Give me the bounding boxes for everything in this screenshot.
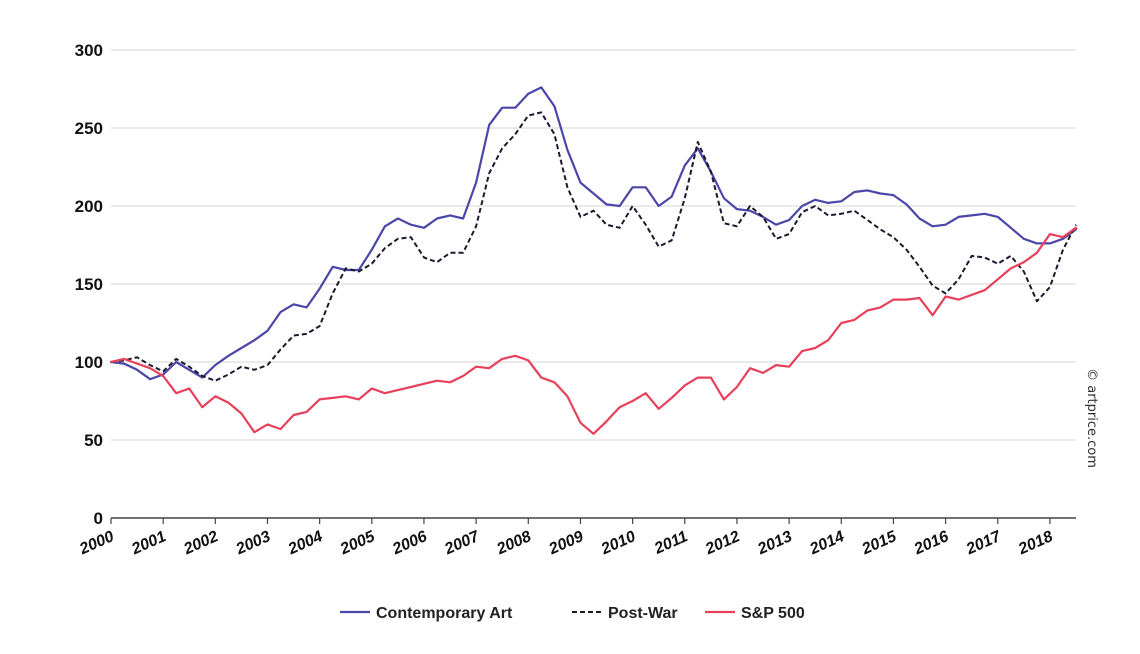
series-line-s-p-500 [109,226,1078,435]
x-tick-label: 2016 [911,528,951,558]
x-tick-label: 2007 [441,528,482,559]
x-tick-label: 2002 [181,528,221,558]
y-tick-label: 150 [75,275,103,294]
x-tick-label: 2013 [754,528,794,558]
series-line-contemporary-art [109,86,1078,381]
legend: Contemporary Art Post-War S&P 500 [340,605,805,622]
x-tick-label: 2015 [859,528,900,559]
series-line-post-war [110,111,1077,382]
x-tick-label: 2001 [128,528,168,558]
legend-label: S&P 500 [741,605,805,622]
x-tick-label: 2008 [494,528,534,558]
credit-label: © artprice.com [1084,368,1099,468]
x-tick-label: 2010 [598,528,638,558]
x-tick-label: 2004 [285,528,325,558]
y-tick-label: 100 [75,353,103,372]
x-tick-label: 2006 [389,528,429,558]
x-tick-label: 2005 [337,528,378,559]
x-tick-label: 2012 [702,528,742,558]
x-axis: 2000 2001 2002 2003 2004 2005 2006 2007 2008 2009… [76,518,1056,559]
x-tick-label: 2011 [651,528,690,558]
y-axis: 0 50 100 150 200 250 300 [75,41,103,528]
x-tick-label: 2003 [233,528,273,558]
y-tick-label: 300 [75,41,103,60]
y-tick-label: 50 [84,431,103,450]
legend-label: Contemporary Art [376,605,513,622]
legend-label: Post-War [608,605,678,622]
x-tick-label: 2014 [807,528,847,558]
x-tick-label: 2017 [963,528,1004,559]
y-tick-label: 250 [75,119,103,138]
y-tick-label: 200 [75,197,103,216]
x-tick-label: 2009 [546,528,586,558]
series-layer [109,86,1078,435]
x-tick-label: 2018 [1015,528,1055,558]
x-tick-label: 2000 [76,528,116,558]
y-tick-label: 0 [94,509,103,528]
y-gridlines [111,49,1076,519]
